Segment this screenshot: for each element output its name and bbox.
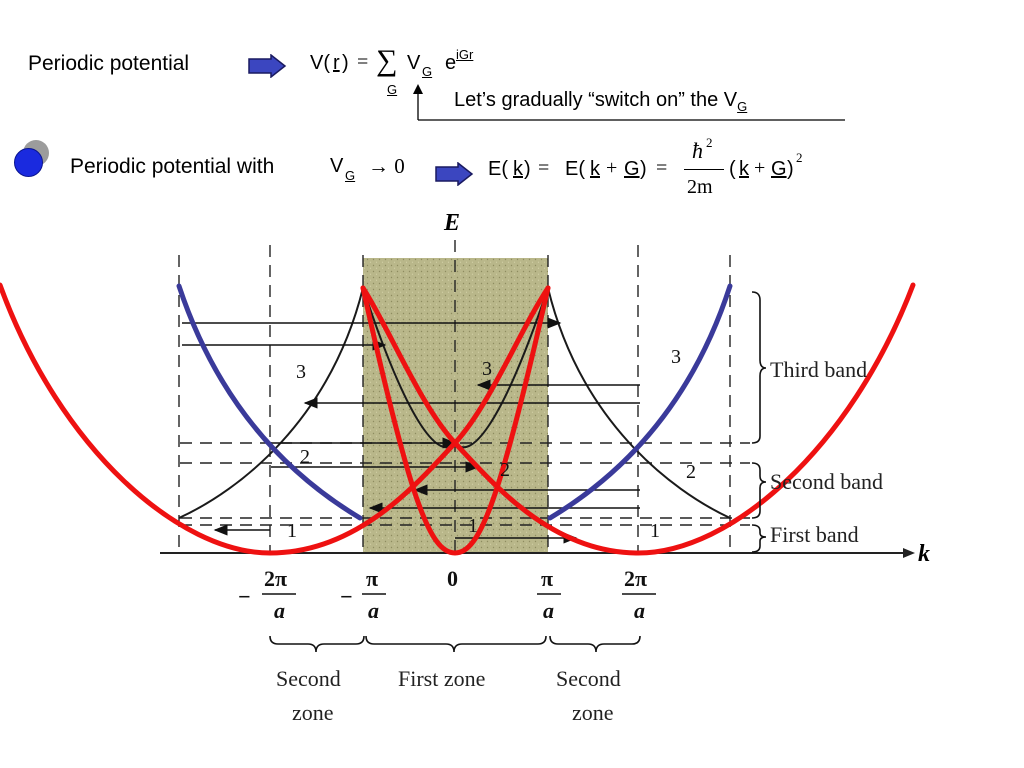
second-band-label: Second band (770, 469, 883, 494)
band-curve (178, 287, 364, 519)
tick-2pi: 2π (264, 566, 287, 591)
tick-pi: π (541, 566, 553, 591)
band-number: 3 (482, 358, 492, 380)
tick-minus: − (238, 584, 251, 609)
tick-a: a (543, 598, 554, 623)
third-band-brace (751, 291, 767, 444)
band-number: 2 (300, 446, 310, 468)
first-band-label: First band (770, 522, 859, 547)
band-curve (547, 287, 731, 519)
right-arrow-icon (248, 54, 287, 78)
vg-limit: V G → 0 (330, 154, 405, 183)
second-zone-brace-left (269, 635, 365, 653)
blue-parabola (176, 283, 363, 521)
tick-a: a (634, 598, 645, 623)
band-number: 2 (686, 461, 696, 483)
first-zone-label: First zone (398, 666, 485, 691)
band-number: 3 (296, 361, 306, 383)
band-number: 1 (468, 515, 478, 537)
second-band-brace (751, 462, 767, 519)
first-band-brace (751, 524, 767, 553)
band-number: 1 (287, 520, 297, 542)
tick-a: a (368, 598, 379, 623)
red-parabola-left (0, 282, 551, 556)
second-zone-label: Second (556, 666, 621, 691)
second-zone-brace-right (549, 635, 641, 653)
tick-a: a (274, 598, 285, 623)
k-axis-label: k (918, 541, 930, 567)
e-axis-label: E (443, 210, 460, 236)
band-diagram: 3 3 3 2 2 2 1 1 1 Third band Second band… (0, 210, 930, 725)
band-number: 1 (650, 520, 660, 542)
band-number: 2 (500, 459, 510, 481)
red-parabola-right (360, 282, 916, 556)
band-number: 3 (671, 346, 681, 368)
second-zone-label: zone (292, 700, 334, 725)
tick-minus: − (340, 584, 353, 609)
red-parabola-center (360, 285, 551, 556)
tick-pi: π (366, 566, 378, 591)
pointer-arrow-icon (413, 84, 845, 121)
periodic-potential-with-label: Periodic potential with (70, 155, 275, 178)
tick-zero: 0 (447, 566, 458, 591)
bullet-icon (14, 140, 54, 180)
periodic-potential-label: Periodic potential (28, 52, 190, 75)
formula-periodic-potential: V( r ) = ∑ G V G e iGr (310, 44, 474, 97)
first-zone-brace (365, 635, 547, 653)
tick-2pi: 2π (624, 566, 647, 591)
formula-free-electron: E( k ) = E( k + G ) = ħ 2 2m ( k + G ) 2 (488, 135, 803, 198)
second-zone-label: Second (276, 666, 341, 691)
second-zone-label: zone (572, 700, 614, 725)
right-arrow-icon (435, 162, 474, 186)
third-band-label: Third band (770, 357, 867, 382)
switch-on-text: Let’s gradually “switch on” the VG (454, 89, 748, 114)
blue-parabola (547, 283, 733, 521)
